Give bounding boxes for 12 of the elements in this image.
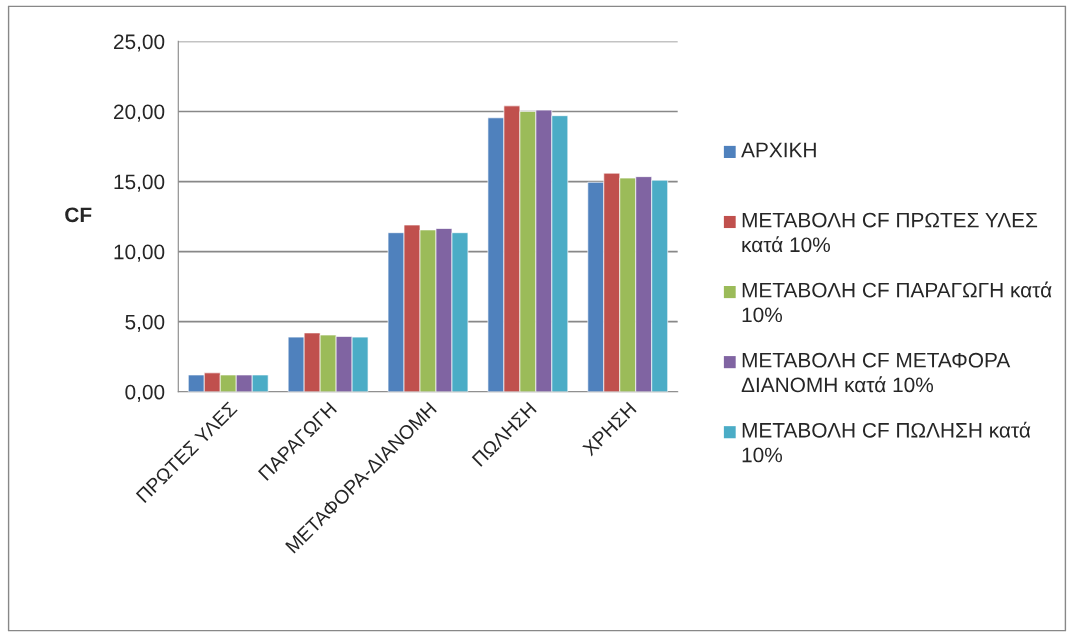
- y-tick-label: 15,00: [114, 174, 165, 192]
- y-tick-label: 25,00: [114, 34, 165, 52]
- legend-label: ΜΕΤΑΒΟΛΗ CF ΠΡΩΤΕΣ ΥΛΕΣ κατά 10%: [742, 212, 1038, 253]
- legend-label: ΑΡΧΙΚΗ: [741, 142, 816, 158]
- y-axis-title: CF: [65, 207, 92, 223]
- y-tick-label: 0,00: [125, 384, 165, 402]
- legend-label: ΜΕΤΑΒΟΛΗ CF ΜΕΤΑΦΟΡΑ ΔΙΑΝΟΜΗ κατά 10%: [741, 352, 1011, 393]
- y-tick-label: 10,00: [114, 244, 165, 262]
- legend-label: ΜΕΤΑΒΟΛΗ CF ΠΑΡΑΓΩΓΗ κατά 10%: [742, 281, 1052, 323]
- y-tick-label: 20,00: [114, 104, 165, 122]
- legend-label: ΜΕΤΑΒΟΛΗ CF ΠΩΛΗΣΗ κατά 10%: [742, 421, 1031, 463]
- y-tick-label: 5,00: [125, 314, 165, 332]
